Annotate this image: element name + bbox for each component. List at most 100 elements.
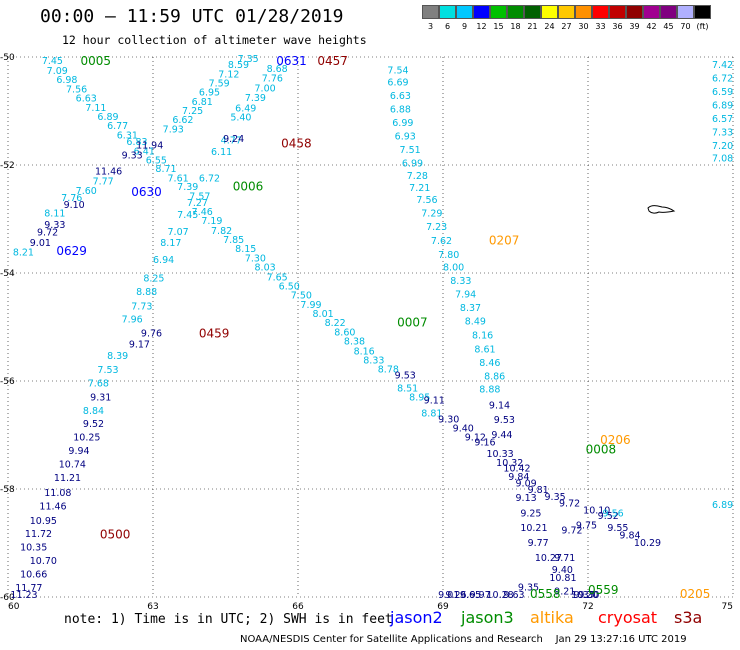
wave-height-value: 10.29 (634, 538, 661, 549)
pass-time-label: 0630 (131, 185, 162, 199)
wave-height-value: 6.88 (390, 104, 411, 115)
wave-height-value: 9.31 (90, 393, 111, 404)
wave-height-value: 9.33 (122, 150, 143, 161)
wave-height-value: 7.20 (712, 141, 733, 152)
wave-height-value: 9.01 (438, 590, 459, 601)
pass-time-label: 0006 (233, 180, 264, 194)
wave-height-value: 9.12 (465, 433, 486, 444)
wave-height-value: 9.40 (552, 565, 573, 576)
wave-height-value: 7.45 (177, 210, 198, 221)
wave-height-value: 6.81 (192, 97, 213, 108)
wave-height-value: 8.78 (378, 365, 399, 376)
wave-height-value: 7.82 (211, 226, 232, 237)
wave-height-value: 7.19 (201, 216, 222, 227)
legend-swatch (524, 5, 541, 19)
wave-height-value: 6.77 (107, 121, 128, 132)
wave-height-value: 11.21 (54, 473, 81, 484)
lon-tick-label: 69 (437, 602, 449, 612)
wave-height-value: 9.53 (494, 415, 515, 426)
wave-height-value: 8.11 (44, 209, 65, 220)
legend-cell: 27 (558, 5, 575, 31)
satellite-name: jason3 (461, 608, 514, 627)
lon-tick-label: 66 (292, 602, 304, 612)
wave-height-value: 7.27 (187, 198, 208, 209)
legend-cell: 42 (643, 5, 660, 31)
wave-height-value: 7.09 (47, 66, 68, 77)
wave-height-value: 9.94 (68, 446, 89, 457)
legend-cell: 18 (507, 5, 524, 31)
legend-swatch (694, 5, 711, 19)
wave-height-value: 10.66 (20, 569, 47, 580)
legend-swatch (643, 5, 660, 19)
pass-time-label: 0007 (397, 316, 428, 330)
wave-height-value: 8.25 (143, 273, 164, 284)
wave-height-value: 8.60 (334, 327, 355, 338)
wave-height-value: 9.09 (516, 479, 537, 490)
wave-height-value: 7.96 (122, 314, 143, 325)
wave-height-value: 7.93 (163, 124, 184, 135)
wave-height-value: 7.23 (426, 222, 447, 233)
wave-height-value: 7.54 (387, 66, 408, 77)
legend-label: 36 (612, 22, 623, 31)
wave-height-value: 11.46 (39, 501, 66, 512)
wave-height-value: 7.07 (168, 227, 189, 238)
lon-tick-label: 60 (8, 602, 20, 612)
wave-height-value: 8.51 (397, 384, 418, 395)
legend-swatch (609, 5, 626, 19)
wave-height-value: 7.53 (97, 365, 118, 376)
pass-time-label: 0008 (586, 443, 617, 457)
wave-height-value: 7.76 (61, 193, 82, 204)
legend-cell: 36 (609, 5, 626, 31)
wave-height-value: 10.20 (571, 590, 598, 601)
wave-height-value: 9.21 (554, 587, 575, 598)
wave-height-value: 8.88 (136, 287, 157, 298)
wave-height-value: 8.03 (255, 263, 276, 274)
wave-height-value: 6.99 (392, 118, 413, 129)
lat-tick-label: -56 (0, 377, 15, 387)
wave-height-value: 9.37 (574, 590, 595, 601)
wave-height-value: 6.11 (211, 147, 232, 158)
wave-height-value: 9.30 (438, 414, 459, 425)
wave-height-value: 9.35 (545, 492, 566, 503)
wave-height-value: 7.60 (76, 186, 97, 197)
wave-height-value: 10.35 (20, 542, 47, 553)
wave-height-value: 8.84 (83, 406, 104, 417)
legend-label: 33 (595, 22, 606, 31)
wave-height-value: 9.17 (129, 339, 150, 350)
wave-height-value: 11.46 (95, 166, 122, 177)
wave-height-value: 9.76 (141, 328, 162, 339)
wave-height-value: 7.99 (300, 300, 321, 311)
legend-cell: 9 (456, 5, 473, 31)
legend-swatch (456, 5, 473, 19)
wave-height-value: 8.22 (325, 318, 346, 329)
wave-height-value: 7.76 (262, 74, 283, 85)
legend-swatch (541, 5, 558, 19)
wave-height-value: 6.49 (235, 103, 256, 114)
wave-height-value: 7.35 (238, 54, 259, 65)
wave-height-value: 6.93 (395, 131, 416, 142)
lon-tick-label: 63 (147, 602, 158, 612)
wave-height-value: 9.77 (528, 538, 549, 549)
legend-swatch (473, 5, 490, 19)
footer-credit: NOAA/NESDIS Center for Satellite Applica… (240, 634, 687, 645)
legend-label: 3 (427, 22, 434, 31)
lat-tick-label: -52 (0, 161, 15, 171)
satellite-name: jason2 (390, 608, 443, 627)
wave-height-value: 9.56 (603, 508, 624, 519)
wave-height-value: 5.40 (230, 112, 251, 123)
wave-height-value: 8.33 (450, 276, 471, 287)
wave-height-value: 6.89 (712, 101, 733, 112)
wave-height-value: 8.86 (484, 372, 505, 383)
wave-height-value: 9.35 (518, 582, 539, 593)
color-legend: 3 6 9 12 15 18 21 24 27 30 33 36 39 42 45 70 (ft) (422, 5, 711, 31)
wave-height-value: 7.51 (400, 145, 421, 156)
wave-height-value: 9.14 (489, 400, 510, 411)
wave-height-value: 6.62 (172, 115, 193, 126)
legend-cell: 6 (439, 5, 456, 31)
legend-cell: 15 (490, 5, 507, 31)
legend-label: 39 (629, 22, 640, 31)
lon-tick-label: 72 (582, 602, 593, 612)
wave-height-value: 7.65 (267, 272, 288, 283)
wave-height-value: 10.21 (520, 523, 547, 534)
